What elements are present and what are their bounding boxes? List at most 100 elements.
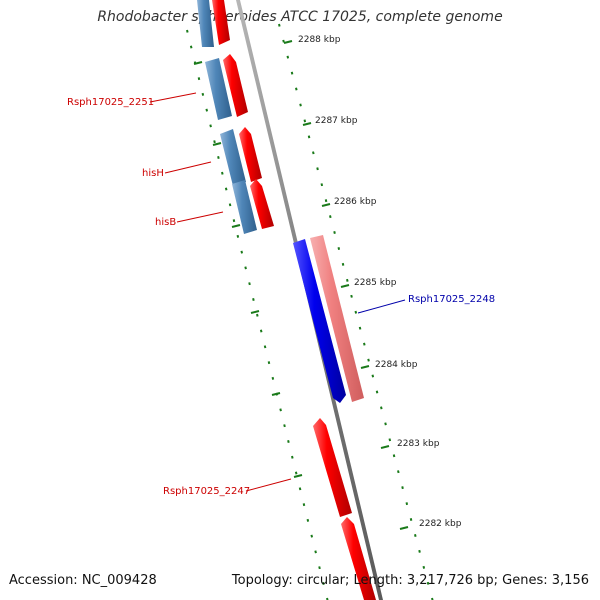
scale-dot bbox=[418, 549, 421, 553]
tick-2282: 2282 kbp bbox=[399, 519, 462, 530]
tick-2284: 2284 kbp bbox=[360, 360, 418, 370]
gene-label-text: hisH bbox=[142, 168, 164, 179]
scale-dot bbox=[236, 234, 240, 238]
scale-dot bbox=[252, 297, 255, 301]
scale-dot bbox=[267, 361, 271, 365]
gene-label-text: Rsph17025_2251 bbox=[67, 97, 154, 108]
scale-dot bbox=[341, 262, 345, 266]
tick-mark-left bbox=[193, 61, 203, 65]
gene-rsph17025-2251 bbox=[205, 58, 232, 120]
scale-dot bbox=[287, 439, 290, 443]
scale-dot bbox=[371, 374, 375, 378]
label-rsph17025-2247: Rsph17025_2247 bbox=[163, 478, 292, 497]
scale-dot bbox=[306, 518, 310, 522]
scale-dot bbox=[294, 471, 298, 475]
scale-dot bbox=[316, 167, 319, 171]
scale-dot bbox=[186, 29, 189, 33]
scale-dot bbox=[405, 502, 409, 506]
scale-dot bbox=[397, 470, 400, 474]
scale-dot bbox=[295, 87, 298, 91]
leader-line bbox=[149, 92, 197, 103]
tick-label: 2285 kbp bbox=[354, 278, 397, 288]
scale-dot bbox=[283, 424, 286, 428]
tick-2285: 2285 kbp bbox=[340, 278, 397, 288]
scale-dot bbox=[363, 342, 366, 346]
leader-line bbox=[176, 211, 224, 223]
gene-label-text: hisB bbox=[155, 217, 176, 228]
scale-dot bbox=[426, 581, 430, 585]
scale-dot bbox=[388, 438, 392, 442]
tick-2287: 2287 kbp bbox=[302, 116, 358, 126]
scale-dot bbox=[213, 140, 216, 144]
tick-mark bbox=[321, 203, 331, 207]
scale-dot bbox=[279, 408, 282, 412]
gene-hisb bbox=[232, 180, 257, 234]
gene-forward-4 bbox=[250, 179, 274, 229]
scale-dot bbox=[401, 486, 404, 490]
scale-dot bbox=[329, 215, 332, 219]
scale-dot bbox=[346, 278, 349, 282]
leader-line bbox=[245, 478, 292, 492]
scale-dot bbox=[302, 503, 306, 507]
scale-dot bbox=[431, 597, 434, 600]
scale-dot bbox=[307, 135, 311, 139]
scale-dot bbox=[205, 108, 209, 112]
scale-dot bbox=[367, 358, 370, 362]
gene-reverse-top bbox=[197, 0, 214, 47]
tick-mark-left bbox=[212, 142, 222, 146]
scale-dot bbox=[224, 187, 228, 191]
tick-label: 2283 kbp bbox=[397, 439, 440, 449]
scale-dots-left bbox=[186, 29, 329, 600]
label-hish: hisH bbox=[142, 161, 212, 179]
tick-mark bbox=[380, 445, 390, 449]
tick-2286: 2286 kbp bbox=[321, 197, 377, 207]
scale-dot bbox=[414, 533, 417, 537]
scale-dot bbox=[333, 231, 336, 235]
tick-mark-left bbox=[250, 310, 260, 314]
topology-text: Topology: circular; Length: 3,217,726 bp… bbox=[231, 573, 589, 588]
tick-mark bbox=[360, 365, 370, 369]
scale-dot bbox=[271, 376, 275, 380]
gene-rsph17025-2248 bbox=[293, 239, 346, 403]
scale-dot bbox=[350, 294, 353, 298]
scale-dot bbox=[282, 39, 285, 43]
scale-dot bbox=[318, 566, 321, 570]
leader-line bbox=[357, 299, 406, 314]
tick-2288: 2288 kbp bbox=[283, 35, 341, 45]
label-rsph17025-2251: Rsph17025_2251 bbox=[67, 92, 197, 108]
scale-dot bbox=[303, 119, 307, 123]
scale-dot bbox=[392, 454, 396, 458]
tick-label: 2284 kbp bbox=[375, 360, 418, 370]
tick-mark-left bbox=[271, 392, 281, 396]
scale-dot bbox=[409, 518, 413, 522]
scale-dot bbox=[358, 326, 362, 330]
tick-mark bbox=[340, 284, 350, 288]
scale-dot bbox=[244, 266, 247, 270]
scale-dot bbox=[232, 219, 236, 223]
scale-dot bbox=[221, 171, 224, 175]
gene-label-text: Rsph17025_2248 bbox=[408, 294, 495, 305]
scale-dot bbox=[314, 550, 317, 554]
scale-dot bbox=[322, 581, 325, 585]
gene-rsph17025-2247 bbox=[313, 418, 352, 517]
scale-dot bbox=[256, 313, 259, 317]
scale-dot bbox=[337, 246, 341, 250]
gene-forward-top bbox=[212, 0, 230, 45]
scale-dot bbox=[290, 71, 294, 75]
label-rsph17025-2248: Rsph17025_2248 bbox=[357, 294, 495, 314]
tick-label: 2286 kbp bbox=[334, 197, 377, 207]
leader-line bbox=[164, 161, 212, 174]
tick-mark bbox=[283, 40, 293, 44]
scale-dot bbox=[384, 422, 387, 426]
tick-mark-left bbox=[231, 224, 241, 228]
tick-mark bbox=[399, 526, 409, 530]
scale-dot bbox=[312, 151, 315, 155]
tick-label: 2287 kbp bbox=[315, 116, 358, 126]
gene-hish bbox=[220, 129, 246, 186]
scale-dot bbox=[291, 455, 294, 459]
scale-dot bbox=[259, 329, 263, 333]
scale-dot bbox=[422, 565, 426, 569]
scale-dot bbox=[326, 597, 329, 600]
scale-dot bbox=[201, 92, 205, 96]
